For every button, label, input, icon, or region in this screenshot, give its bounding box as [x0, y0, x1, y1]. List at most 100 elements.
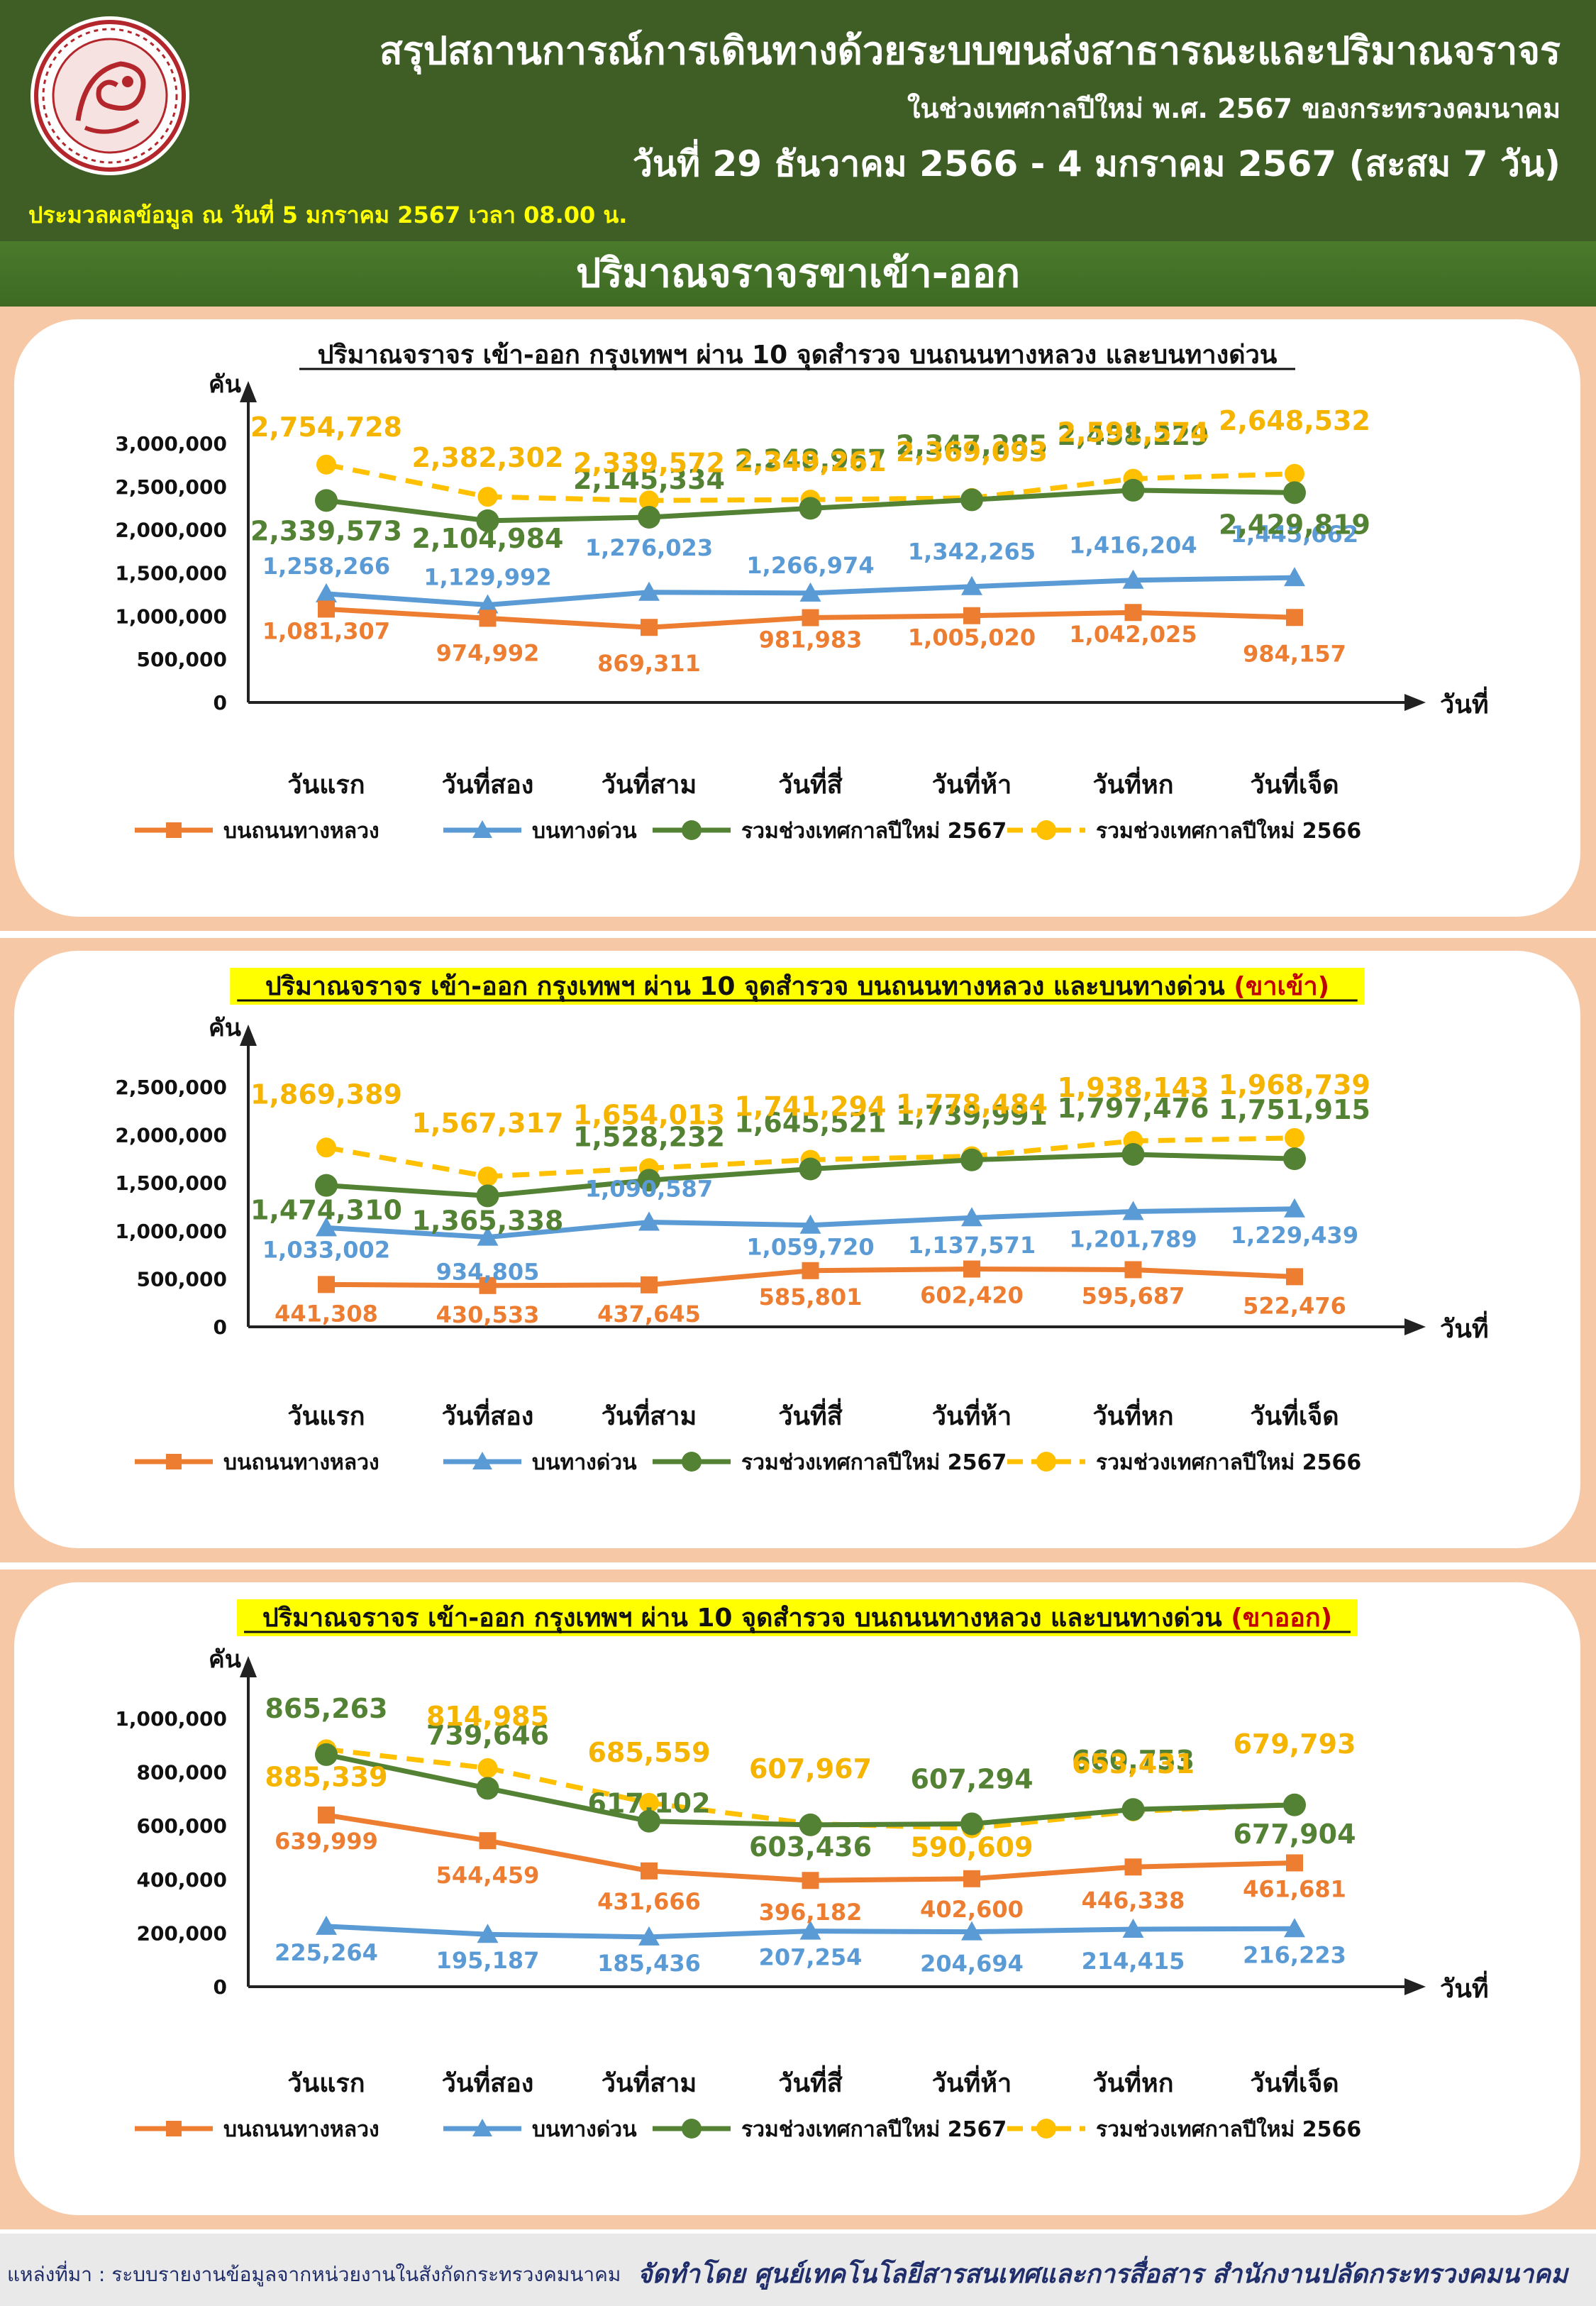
y-tick-label: 2,000,000: [115, 519, 227, 542]
legend-marker-highway: [166, 2121, 182, 2136]
x-tick-label: วันแรก: [287, 1402, 365, 1431]
y-tick-label: 1,000,000: [115, 1220, 227, 1243]
x-tick-label: วันแรก: [287, 2069, 365, 2098]
data-label-total-2567: 2,248,957: [735, 443, 887, 475]
point-expressway: [799, 1214, 821, 1234]
point-expressway: [1284, 1198, 1305, 1218]
point-highway: [641, 619, 658, 636]
x-tick-label: วันแรก: [287, 771, 365, 800]
y-axis-label: คัน: [209, 1645, 241, 1674]
data-label-total-2567: 617,102: [587, 1788, 710, 1819]
x-tick-label: วันที่สอง: [442, 2065, 534, 2098]
data-label-total-2567: 2,339,573: [250, 515, 402, 546]
point-expressway: [638, 581, 660, 601]
chart-title: ปริมาณจราจร เข้า-ออก กรุงเทพฯ ผ่าน 10 จุ…: [262, 1604, 1332, 1634]
data-label-expressway: 185,436: [597, 1950, 701, 1977]
chart-total-traffic: ปริมาณจราจร เข้า-ออก กรุงเทพฯ ผ่าน 10 จุ…: [115, 341, 1489, 844]
x-tick-label: วันที่สี่: [778, 2065, 843, 2098]
x-tick-label: วันที่หก: [1092, 2065, 1173, 2098]
data-label-total-2567: 660,753: [1072, 1745, 1195, 1776]
x-tick-label: วันที่สี่: [778, 766, 843, 800]
point-highway: [318, 1276, 335, 1293]
point-total-2566: [477, 1758, 498, 1778]
point-expressway: [1284, 567, 1305, 587]
legend-label-total-2566: รวมช่วงเทศกาลปีใหม่ 2566: [1096, 818, 1361, 844]
point-expressway: [1284, 1918, 1305, 1938]
point-total-2567: [476, 1184, 499, 1208]
legend-label-expressway: บนทางด่วน: [532, 819, 637, 844]
legend-marker-expressway: [472, 820, 492, 838]
title-highlight-bg: [237, 1599, 1358, 1636]
y-tick-label: 200,000: [136, 1921, 227, 1945]
point-total-2567: [960, 1812, 983, 1836]
point-highway: [641, 1862, 658, 1880]
page-title: สรุปสถานการณ์การเดินทางด้วยระบบขนส่งสาธา…: [379, 28, 1561, 73]
chart-title-suffix: (ขาออก): [1222, 1604, 1332, 1633]
legend-marker-total-2566: [1036, 820, 1056, 840]
data-label-total-2567: 2,458,229: [1058, 420, 1209, 451]
data-label-highway: 461,681: [1243, 1875, 1346, 1902]
point-expressway: [638, 1926, 660, 1946]
point-expressway: [316, 1915, 337, 1935]
point-highway: [1124, 1261, 1142, 1279]
source-note: แหล่งที่มา : ระบบรายงานข้อมูลจากหน่วยงาน…: [7, 2263, 621, 2286]
point-total-2567: [1283, 1793, 1306, 1816]
point-highway: [963, 1260, 980, 1278]
point-expressway: [799, 582, 821, 602]
point-total-2567: [1283, 1147, 1306, 1171]
point-total-2567: [315, 1743, 338, 1766]
chart-title-main: ปริมาณจราจร เข้า-ออก กรุงเทพฯ ผ่าน 10 จุ…: [265, 972, 1225, 1003]
title-highlight-bg: [230, 968, 1365, 1005]
data-label-total-2567: 865,263: [265, 1693, 387, 1724]
y-tick-label: 3,000,000: [115, 432, 227, 456]
footer: แหล่งที่มา : ระบบรายงานข้อมูลจากหน่วยงาน…: [0, 2234, 1596, 2306]
data-label-total-2567: 677,904: [1233, 1819, 1356, 1850]
legend-marker-total-2566: [1036, 2119, 1056, 2139]
point-highway: [479, 1276, 497, 1294]
legend-marker-highway: [166, 822, 182, 838]
data-label-expressway: 204,694: [920, 1951, 1024, 1977]
data-label-expressway: 1,258,266: [262, 553, 390, 580]
legend-label-expressway: บนทางด่วน: [532, 1450, 637, 1475]
point-total-2566: [316, 1137, 336, 1158]
data-label-expressway: 1,266,974: [746, 552, 874, 579]
data-label-total-2566: 2,369,093: [896, 436, 1048, 468]
data-label-total-2566: 1,968,739: [1219, 1069, 1370, 1100]
point-highway: [479, 609, 497, 627]
x-tick-label: วันที่ห้า: [932, 2065, 1012, 2098]
legend-label-highway: บนถนนทางหลวง: [223, 1450, 379, 1475]
data-label-total-2566: 1,741,294: [735, 1091, 887, 1122]
x-tick-label: วันที่สอง: [442, 1398, 534, 1431]
chart-title-suffix: (ขาเข้า): [1225, 972, 1329, 1001]
data-label-total-2567: 1,797,476: [1058, 1093, 1209, 1124]
data-label-total-2567: 2,104,984: [412, 523, 564, 554]
point-total-2567: [638, 505, 660, 529]
chart-card-total: ปริมาณจราจร เข้า-ออก กรุงเทพฯ ผ่าน 10 จุ…: [14, 319, 1580, 917]
y-tick-label: 1,500,000: [115, 1171, 227, 1195]
data-label-highway: 1,005,020: [908, 624, 1036, 651]
data-label-highway: 974,992: [436, 639, 540, 666]
y-tick-label: 0: [214, 691, 227, 715]
legend-marker-highway: [166, 1454, 182, 1469]
y-axis-arrow: [240, 1025, 257, 1046]
data-label-highway: 446,338: [1082, 1887, 1185, 1914]
legend-label-total-2566: รวมช่วงเทศกาลปีใหม่ 2566: [1096, 1450, 1361, 1475]
data-label-highway: 544,459: [436, 1862, 540, 1889]
data-label-total-2567: 2,347,285: [896, 429, 1048, 460]
point-total-2567: [476, 509, 499, 532]
chart-title-main: ปริมาณจราจร เข้า-ออก กรุงเทพฯ ผ่าน 10 จุ…: [318, 341, 1278, 371]
data-label-total-2566: 1,869,389: [250, 1078, 402, 1110]
data-label-total-2566: 1,938,143: [1058, 1072, 1209, 1103]
x-axis-label: วันที่: [1440, 686, 1489, 719]
point-expressway: [477, 594, 499, 614]
data-label-highway: 437,645: [597, 1301, 701, 1328]
x-tick-label: วันที่เจ็ด: [1250, 766, 1339, 800]
processed-timestamp: ประมวลผลข้อมูล ณ วันที่ 5 มกราคม 2567 เว…: [28, 202, 628, 228]
point-highway: [1286, 609, 1303, 627]
point-expressway: [1122, 1201, 1144, 1220]
data-label-highway: 522,476: [1243, 1292, 1346, 1319]
x-tick-label: วันที่สี่: [778, 1398, 843, 1431]
chart-panel-outbound: ปริมาณจราจร เข้า-ออก กรุงเทพฯ ผ่าน 10 จุ…: [0, 1569, 1596, 2229]
data-label-total-2567: 1,751,915: [1219, 1094, 1370, 1125]
data-label-highway: 430,533: [436, 1301, 540, 1328]
